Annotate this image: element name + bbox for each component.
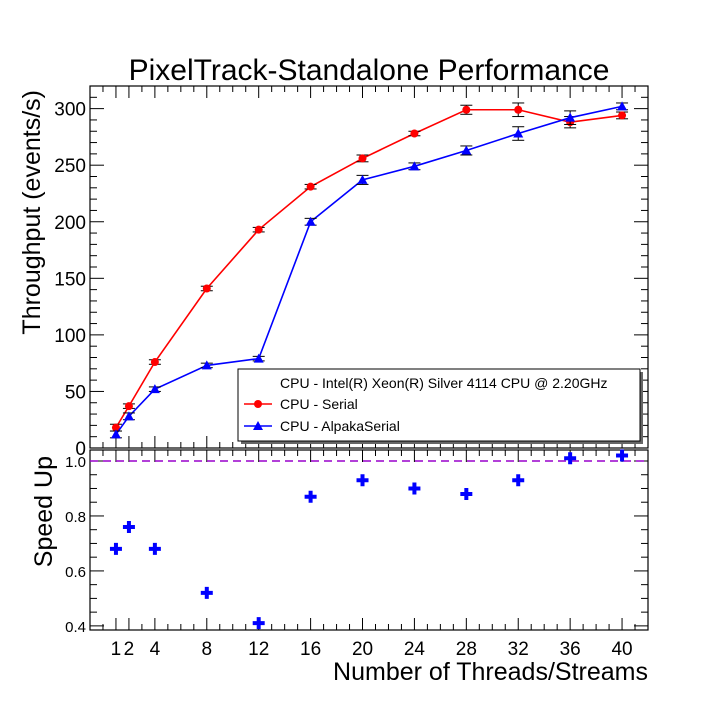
legend-header: CPU - Intel(R) Xeon(R) Silver 4114 CPU @… (280, 375, 608, 391)
y-tick-label: 300 (54, 100, 86, 121)
data-point (110, 429, 121, 439)
data-point (254, 225, 263, 234)
data-point (410, 129, 419, 138)
data-point (149, 384, 160, 394)
threads-axis-label: Number of Threads/Streams (333, 658, 648, 686)
y-tick-label: 150 (54, 269, 86, 290)
data-point (253, 353, 264, 363)
x-tick-label: 16 (300, 639, 321, 660)
data-point (358, 154, 367, 163)
y-tick-label: 0.6 (65, 564, 86, 581)
data-point (409, 161, 420, 171)
data-point (462, 105, 471, 114)
y-tick-label: 0.8 (65, 509, 86, 526)
x-tick-label: 20 (352, 639, 373, 660)
speedup-point (148, 542, 161, 555)
data-point (357, 174, 368, 184)
x-tick-label: 40 (611, 639, 632, 660)
speedup-point (356, 474, 369, 487)
y-tick-label: 50 (65, 382, 86, 403)
data-point (617, 101, 628, 111)
data-point (305, 216, 316, 226)
data-point (150, 358, 159, 367)
x-tick-label: 1 (111, 639, 122, 660)
speedup-plot-frame (89, 449, 649, 631)
throughput-axis-label: Throughput (events/s) (18, 90, 46, 335)
speedup-point (616, 449, 629, 462)
x-tick-label: 36 (560, 639, 581, 660)
series-line-1 (115, 108, 623, 429)
data-point (565, 112, 576, 122)
throughput-panel: 0 50 100 150 200 250 300 (54, 85, 649, 460)
x-tick-label: 12 (248, 639, 269, 660)
legend-label: CPU - Serial (280, 396, 358, 412)
chart-title: PixelTrack-Standalone Performance (129, 54, 610, 87)
speedup-point (252, 617, 265, 630)
speedup-panel: 0.40.60.81.01 2 4 8 12 16 20 24 28 32 36 40 (65, 449, 649, 660)
speedup-point (460, 487, 473, 500)
series-line-2 (115, 105, 623, 435)
speedup-point (122, 520, 135, 533)
x-tick-label: 4 (150, 639, 161, 660)
data-point (461, 145, 472, 155)
data-point (202, 284, 211, 293)
data-point (306, 182, 315, 191)
x-tick-label: 8 (202, 639, 213, 660)
data-point (201, 360, 212, 370)
data-point (514, 105, 523, 114)
speedup-point (304, 490, 317, 503)
y-tick-label: 0 (75, 439, 86, 460)
data-point (124, 402, 133, 411)
legend-box (237, 368, 641, 442)
speedup-point (200, 586, 213, 599)
speedup-point (564, 452, 577, 465)
y-tick-label: 200 (54, 213, 86, 234)
speedup-axis-label: Speed Up (30, 456, 58, 567)
speedup-point (109, 542, 122, 555)
legend-swatch-marker (254, 400, 262, 408)
data-point (123, 411, 134, 421)
speedup-point (512, 474, 525, 487)
x-tick-label: 2 (124, 639, 135, 660)
data-point (618, 111, 627, 120)
legend-swatch-marker (253, 421, 263, 430)
y-tick-label: 100 (54, 326, 86, 347)
legend: CPU - Intel(R) Xeon(R) Silver 4114 CPU @… (237, 368, 643, 444)
x-tick-label: 32 (508, 639, 529, 660)
x-tick-label: 28 (456, 639, 477, 660)
y-tick-label: 1.0 (65, 454, 86, 471)
speedup-point (408, 482, 421, 495)
data-point (111, 423, 120, 432)
legend-label: CPU - AlpakaSerial (280, 418, 400, 434)
y-tick-label: 0.4 (65, 619, 86, 636)
data-point (513, 128, 524, 138)
x-tick-label: 24 (404, 639, 426, 660)
y-tick-label: 250 (54, 156, 86, 177)
